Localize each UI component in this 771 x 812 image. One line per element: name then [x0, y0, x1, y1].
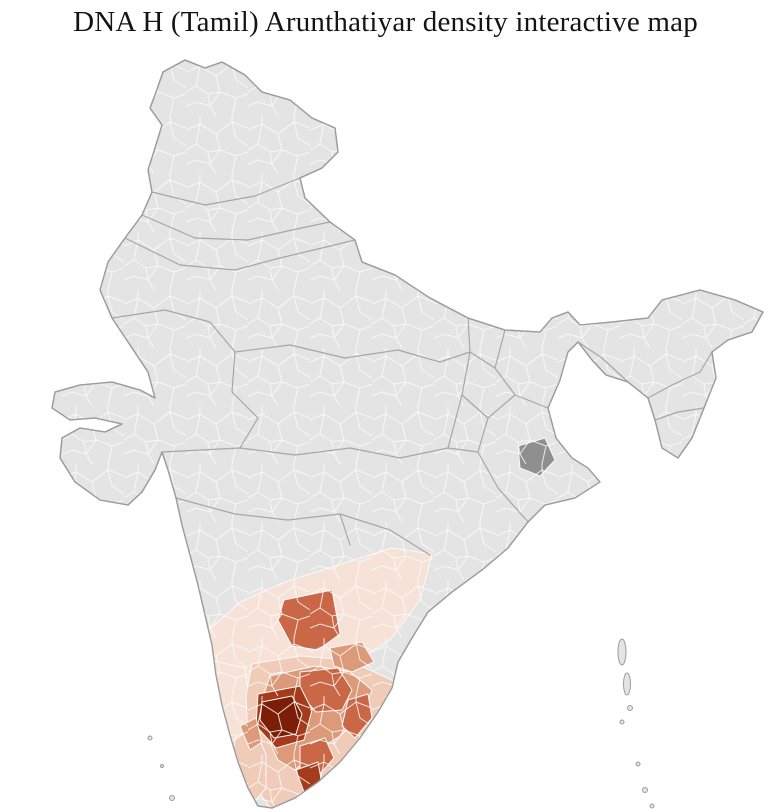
india-outline [51, 59, 764, 809]
island[interactable] [635, 761, 641, 767]
island[interactable] [169, 795, 175, 801]
state-borders-path [111, 177, 713, 556]
island[interactable] [642, 787, 648, 793]
andaman-nicobar-islands[interactable] [617, 638, 655, 809]
island[interactable] [619, 719, 625, 725]
district-borders-mesh [52, 60, 763, 808]
lakshadweep-islands[interactable] [147, 735, 175, 801]
page-title: DNA H (Tamil) Arunthatiyar density inter… [73, 6, 698, 38]
island[interactable] [160, 764, 164, 768]
island[interactable] [627, 705, 633, 711]
island[interactable] [649, 803, 655, 809]
island[interactable] [623, 672, 631, 696]
island[interactable] [147, 735, 153, 741]
island[interactable] [617, 638, 627, 666]
